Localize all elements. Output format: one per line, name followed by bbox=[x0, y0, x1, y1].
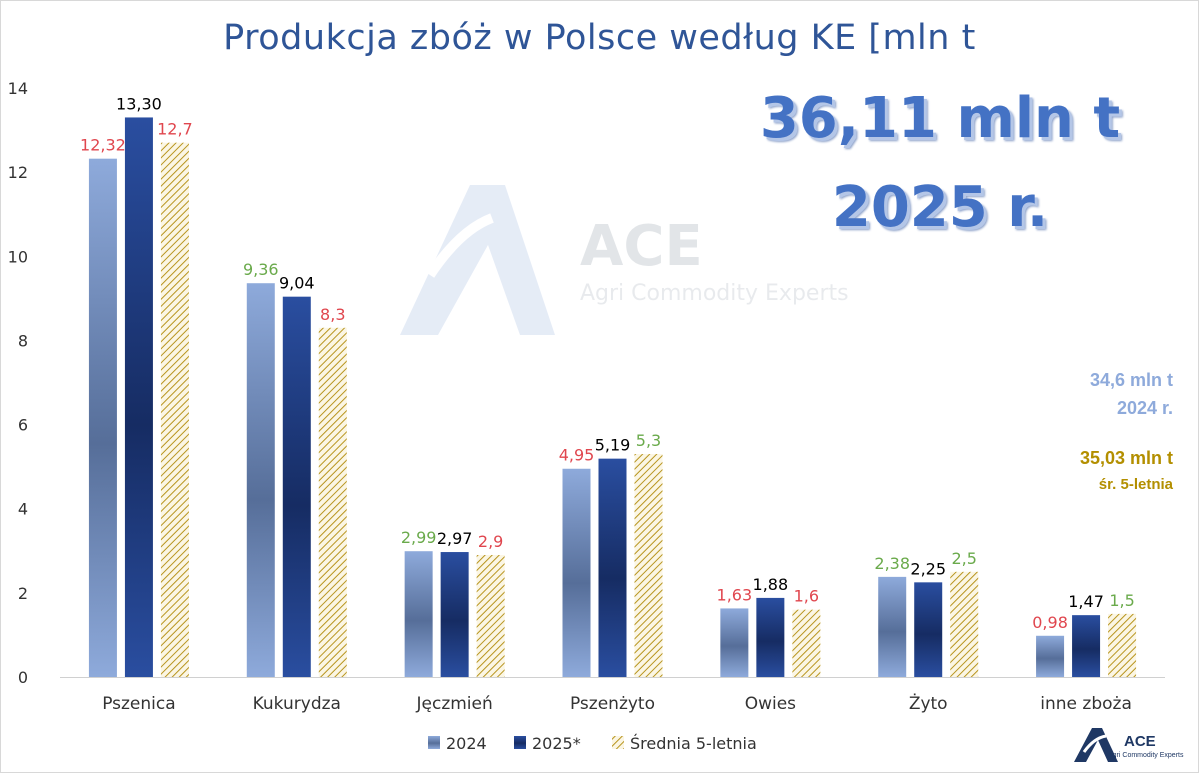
bar-rednia5letnia bbox=[792, 609, 821, 677]
x-category-label: Pszenżyto bbox=[570, 694, 655, 714]
logo-tagline: Agri Commodity Experts bbox=[1108, 752, 1184, 759]
bar-2024 bbox=[1036, 635, 1065, 677]
total-2024-year: 2024 r. bbox=[1116, 398, 1173, 418]
bar-rednia5letnia bbox=[950, 571, 979, 677]
bar-2024 bbox=[246, 283, 275, 677]
data-label: 13,30 bbox=[116, 94, 162, 113]
y-tick-label: 6 bbox=[18, 416, 28, 435]
data-label: 1,47 bbox=[1068, 592, 1104, 611]
total-2025-value: 36,11 mln t bbox=[759, 86, 1121, 151]
y-tick-label: 12 bbox=[8, 163, 28, 182]
bar-2025 bbox=[756, 597, 785, 677]
x-category-label: Jęczmień bbox=[416, 694, 493, 714]
bar-2024 bbox=[404, 551, 433, 677]
watermark: ACE Agri Commodity Experts bbox=[400, 185, 849, 335]
y-tick-label: 8 bbox=[18, 331, 28, 350]
bar-2025 bbox=[598, 458, 627, 677]
watermark-brand: ACE bbox=[580, 214, 703, 279]
bar-rednia5letnia bbox=[634, 454, 663, 677]
bar-rednia5letnia bbox=[318, 327, 347, 677]
x-axis-labels: Pszenica Kukurydza Jęczmień Pszenżyto Owies Ż… bbox=[102, 693, 1132, 714]
bar-2025 bbox=[124, 117, 153, 677]
data-label: 1,5 bbox=[1109, 591, 1134, 610]
data-label: 2,99 bbox=[401, 528, 437, 547]
data-label: 2,97 bbox=[437, 529, 473, 548]
x-category-label: Kukurydza bbox=[253, 694, 341, 714]
data-label: 5,19 bbox=[595, 436, 631, 455]
bar-2024 bbox=[720, 608, 749, 677]
data-label: 5,3 bbox=[636, 431, 661, 450]
bar-2024 bbox=[88, 158, 117, 677]
bar-rednia5letnia bbox=[1108, 613, 1137, 677]
legend-label: 2024 bbox=[446, 734, 487, 753]
watermark-tagline: Agri Commodity Experts bbox=[580, 281, 849, 306]
bar-2025 bbox=[914, 582, 943, 677]
legend: 2024 2025* Średnia 5-letnia bbox=[428, 734, 757, 753]
data-label: 9,36 bbox=[243, 260, 279, 279]
data-label: 1,6 bbox=[794, 587, 819, 606]
x-category-label: Żyto bbox=[909, 693, 948, 714]
bar-2025 bbox=[440, 552, 469, 677]
bar-2024 bbox=[878, 576, 907, 677]
bar-2025 bbox=[1072, 615, 1101, 677]
bar-labels: 12,32 13,30 12,7 9,369,04 8,3 2,99 2,97 2,9 4,95… bbox=[80, 94, 1135, 631]
data-label: 2,9 bbox=[478, 532, 503, 551]
data-label: 8,3 bbox=[320, 305, 345, 324]
legend-label: 2025* bbox=[532, 734, 581, 753]
y-tick-label: 14 bbox=[8, 79, 28, 98]
y-tick-label: 10 bbox=[8, 247, 28, 266]
data-label: 12,32 bbox=[80, 136, 126, 155]
bar-rednia5letnia bbox=[160, 142, 189, 677]
x-category-label: Owies bbox=[745, 694, 796, 714]
x-category-label: inne zboża bbox=[1040, 694, 1132, 714]
data-label: 1,63 bbox=[717, 585, 753, 604]
legend-label: Średnia 5-letnia bbox=[630, 734, 757, 753]
total-2025-year: 2025 r. bbox=[831, 175, 1049, 240]
data-label: 1,88 bbox=[753, 575, 789, 594]
ace-logo-icon bbox=[1074, 728, 1118, 762]
total-average-value: 35,03 mln t bbox=[1079, 448, 1173, 468]
data-label: 12,7 bbox=[157, 120, 193, 139]
data-label: 0,98 bbox=[1032, 613, 1068, 632]
logo-brand: ACE bbox=[1124, 733, 1156, 750]
bars bbox=[88, 117, 1137, 677]
data-label: 2,25 bbox=[910, 559, 946, 578]
data-label: 2,5 bbox=[951, 549, 976, 568]
y-tick-label: 0 bbox=[18, 668, 28, 687]
bar-rednia5letnia bbox=[476, 554, 505, 677]
watermark-logo-icon bbox=[400, 185, 555, 335]
chart-title: Produkcja zbóż w Polsce według KE [mln t bbox=[223, 18, 976, 58]
bar-2024 bbox=[562, 468, 591, 677]
legend-swatch bbox=[514, 736, 526, 749]
x-category-label: Pszenica bbox=[102, 694, 175, 714]
bar-2025 bbox=[282, 296, 311, 677]
legend-swatch bbox=[428, 736, 440, 749]
data-label: 2,38 bbox=[874, 554, 910, 573]
total-2024-value: 34,6 mln t bbox=[1089, 370, 1173, 390]
data-label: 9,04 bbox=[279, 274, 315, 293]
y-tick-label: 2 bbox=[18, 584, 28, 603]
legend-swatch bbox=[612, 736, 624, 749]
y-tick-label: 4 bbox=[18, 500, 28, 519]
y-axis: 0 2 4 6 8 10 12 14 bbox=[8, 79, 1165, 687]
total-average-label: śr. 5-letnia bbox=[1098, 476, 1173, 493]
data-label: 4,95 bbox=[559, 446, 595, 465]
